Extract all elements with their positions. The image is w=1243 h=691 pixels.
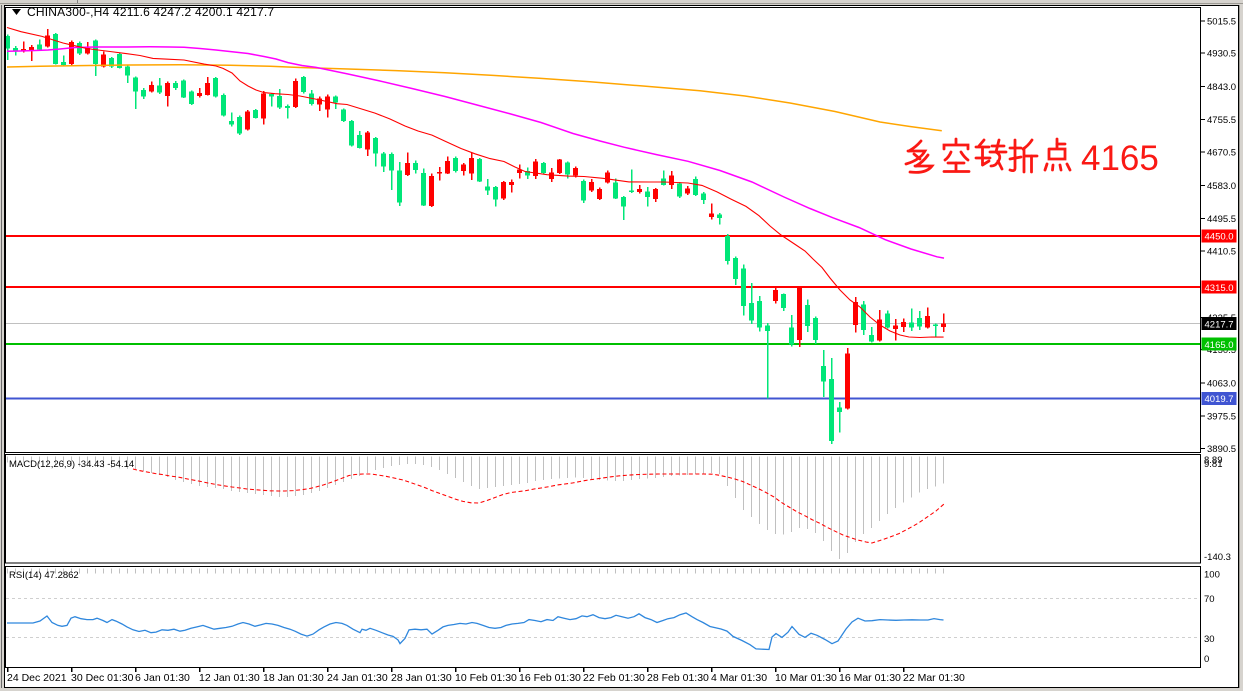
svg-text:10 Feb 01:30: 10 Feb 01:30 [455,672,517,684]
svg-text:3890.5: 3890.5 [1207,444,1236,455]
svg-text:3975.5: 3975.5 [1207,412,1236,423]
svg-text:4063.0: 4063.0 [1207,378,1236,389]
svg-text:10 Mar 01:30: 10 Mar 01:30 [775,672,837,684]
svg-text:9.81: 9.81 [1204,459,1223,470]
svg-text:4495.5: 4495.5 [1207,214,1236,225]
svg-text:4217.7: 4217.7 [1205,319,1234,330]
svg-text:30: 30 [1204,634,1215,645]
svg-text:4165.0: 4165.0 [1205,340,1234,351]
svg-text:CHINA300-,H4 4211.6 4247.2 42: CHINA300-,H4 4211.6 4247.2 4200.1 4217.7 [27,5,274,19]
svg-text:4019.7: 4019.7 [1205,394,1234,405]
svg-text:12 Jan 01:30: 12 Jan 01:30 [199,672,260,684]
svg-text:4670.5: 4670.5 [1207,148,1236,159]
svg-text:24 Jan 01:30: 24 Jan 01:30 [327,672,388,684]
svg-text:22 Mar 01:30: 22 Mar 01:30 [903,672,965,684]
svg-text:0: 0 [1204,654,1209,665]
svg-text:16 Mar 01:30: 16 Mar 01:30 [839,672,901,684]
svg-text:16 Feb 01:30: 16 Feb 01:30 [519,672,581,684]
svg-text:24 Dec 2021: 24 Dec 2021 [7,672,67,684]
svg-text:4755.5: 4755.5 [1207,115,1236,126]
svg-text:6 Jan 01:30: 6 Jan 01:30 [135,672,190,684]
svg-text:4315.0: 4315.0 [1205,283,1234,294]
svg-text:RSI(14) 47.2862: RSI(14) 47.2862 [9,570,79,581]
svg-text:4930.5: 4930.5 [1207,49,1236,60]
svg-text:18 Jan 01:30: 18 Jan 01:30 [263,672,324,684]
svg-text:4410.5: 4410.5 [1207,246,1236,257]
svg-text:MACD(12,26,9) -34.43 -54.14: MACD(12,26,9) -34.43 -54.14 [9,459,134,470]
svg-text:5015.5: 5015.5 [1207,16,1236,27]
svg-text:-140.3: -140.3 [1204,552,1231,563]
svg-text:8.89: 8.89 [1204,455,1223,466]
svg-text:4583.0: 4583.0 [1207,181,1236,192]
svg-text:4450.0: 4450.0 [1205,232,1234,243]
svg-text:28 Jan 01:30: 28 Jan 01:30 [391,672,452,684]
svg-text:28 Feb 01:30: 28 Feb 01:30 [647,672,709,684]
svg-text:30 Dec 01:30: 30 Dec 01:30 [71,672,134,684]
svg-text:4165: 4165 [1081,139,1159,178]
svg-text:100: 100 [1204,570,1220,581]
svg-text:4 Mar 01:30: 4 Mar 01:30 [711,672,767,684]
svg-text:70: 70 [1204,594,1215,605]
svg-text:4843.0: 4843.0 [1207,82,1236,93]
svg-text:22 Feb 01:30: 22 Feb 01:30 [583,672,645,684]
